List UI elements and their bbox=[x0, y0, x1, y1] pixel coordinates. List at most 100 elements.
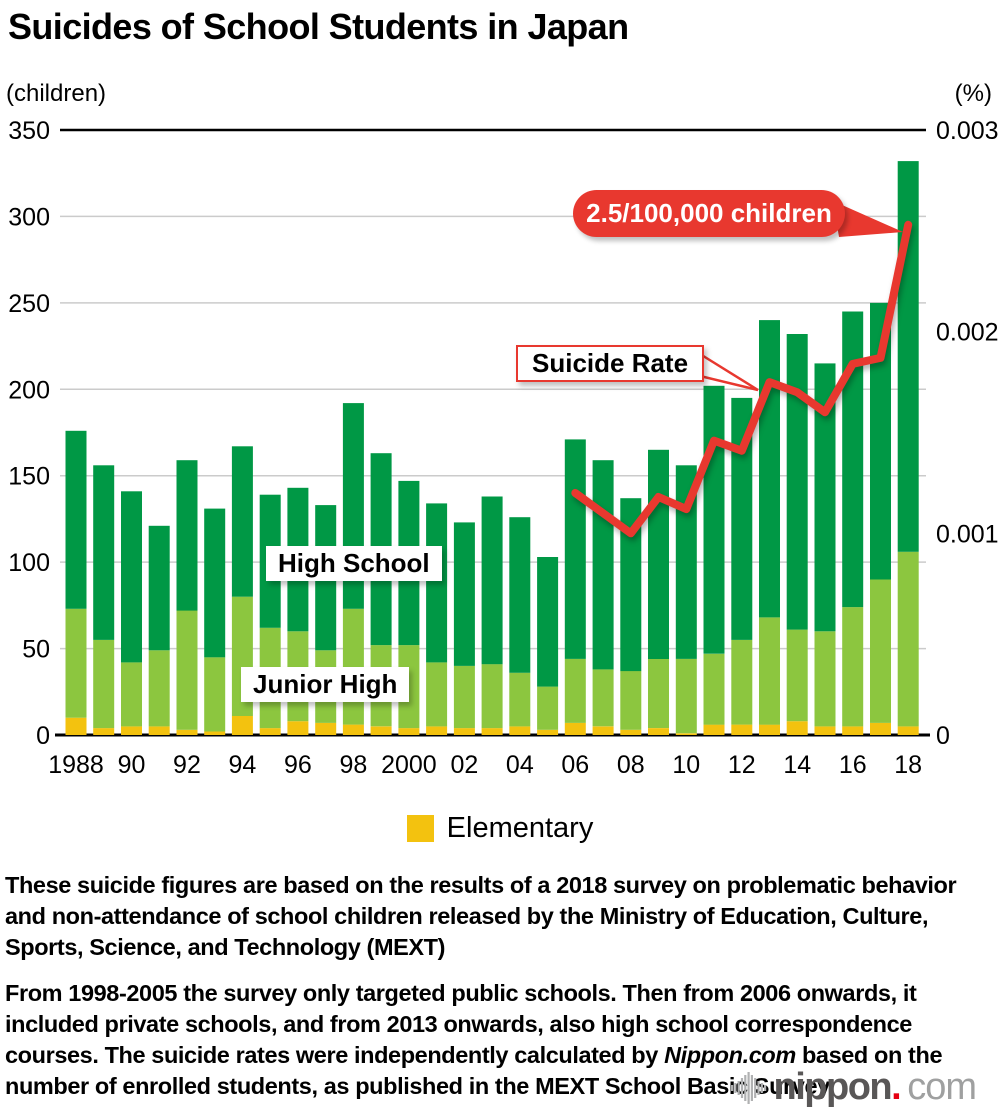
bar-segment bbox=[93, 639, 115, 729]
left-axis-tick-label: 0 bbox=[36, 722, 50, 750]
bar-segment bbox=[176, 729, 198, 735]
bar-segment bbox=[648, 658, 669, 728]
right-axis-tick-label: 0.003 bbox=[936, 117, 999, 145]
bar-segment bbox=[65, 717, 87, 735]
page-title: Suicides of School Students in Japan bbox=[8, 6, 629, 47]
bar-segment bbox=[426, 662, 448, 727]
bar-segment bbox=[259, 728, 281, 735]
x-axis-tick-label: 94 bbox=[229, 751, 257, 779]
bar-segment bbox=[121, 662, 142, 727]
x-axis-tick-label: 96 bbox=[284, 751, 312, 779]
callout-tail bbox=[833, 201, 903, 237]
bar-segment bbox=[731, 397, 753, 640]
bar-segment bbox=[731, 639, 753, 725]
bar-segment bbox=[121, 491, 142, 663]
bar-segment bbox=[453, 522, 475, 666]
bar-segment bbox=[148, 525, 170, 651]
bar-segment bbox=[786, 721, 808, 735]
x-axis-tick-label: 16 bbox=[839, 751, 867, 779]
bar-segment bbox=[620, 498, 642, 672]
bar-segment bbox=[675, 465, 697, 659]
left-axis-tick-label: 350 bbox=[8, 117, 50, 145]
bar-segment bbox=[897, 726, 919, 735]
suicide-rate-line bbox=[571, 220, 913, 538]
bar-segment bbox=[481, 496, 503, 665]
bar-segment bbox=[121, 726, 142, 735]
bar-segment bbox=[481, 728, 503, 735]
bar-segment bbox=[620, 671, 642, 730]
logo-red-dot: . bbox=[891, 1066, 902, 1108]
bar-segment bbox=[453, 665, 475, 729]
bar-segment bbox=[398, 728, 420, 735]
left-axis-tick-label: 200 bbox=[8, 376, 50, 404]
bar-segment bbox=[231, 446, 253, 597]
bar-segment bbox=[204, 508, 226, 658]
methodology-note-text-end: based on the number of enrolled students… bbox=[5, 1042, 943, 1099]
bar-segment bbox=[620, 729, 642, 735]
right-axis-tick-label: 0.001 bbox=[936, 520, 999, 548]
bar-segment bbox=[648, 449, 669, 659]
bar-segment bbox=[287, 721, 309, 735]
bar-segment bbox=[564, 658, 586, 723]
bar-segment bbox=[759, 617, 780, 725]
bar-segment bbox=[93, 465, 115, 640]
bar-segment bbox=[509, 726, 531, 735]
bar-segment bbox=[592, 669, 614, 727]
bar-segment bbox=[342, 724, 364, 735]
x-axis-tick-label: 14 bbox=[783, 751, 811, 779]
left-axis-tick-label: 100 bbox=[8, 549, 50, 577]
bar-segment bbox=[204, 657, 226, 732]
left-axis-tick-label: 150 bbox=[8, 463, 50, 491]
x-axis-tick-label: 10 bbox=[672, 751, 700, 779]
x-axis-tick-label: 08 bbox=[617, 751, 645, 779]
methodology-note-text: From 1998-2005 the survey only targeted … bbox=[5, 980, 917, 1068]
bar-segment bbox=[65, 608, 87, 718]
bar-segment bbox=[648, 728, 669, 735]
bar-segment bbox=[426, 726, 448, 735]
bar-segment bbox=[537, 686, 559, 730]
bar-segment bbox=[870, 722, 891, 735]
x-axis-tick-label: 06 bbox=[561, 751, 589, 779]
right-axis-tick-label: 0 bbox=[936, 722, 950, 750]
bar-segment bbox=[703, 653, 725, 725]
legend-elementary-label: Elementary bbox=[446, 812, 594, 844]
bar-segment bbox=[148, 726, 170, 735]
legend: Elementary bbox=[0, 812, 1000, 845]
bar-segment bbox=[176, 610, 198, 730]
x-axis-tick-label: 18 bbox=[894, 751, 922, 779]
suicide-rate-pointer bbox=[698, 351, 759, 392]
suicide-rate-label: Suicide Rate bbox=[516, 345, 705, 382]
bar-segment bbox=[759, 320, 780, 618]
x-axis-tick-label: 1988 bbox=[48, 751, 104, 779]
bar-segment bbox=[814, 363, 836, 632]
bar-segment bbox=[897, 161, 919, 552]
x-axis-tick-label: 92 bbox=[173, 751, 201, 779]
bar-segment bbox=[703, 385, 725, 654]
logo-com-text: com bbox=[907, 1066, 977, 1108]
bar-segment bbox=[65, 430, 87, 609]
waveform-icon bbox=[730, 1071, 766, 1104]
bar-segment bbox=[453, 728, 475, 735]
bar-segment bbox=[509, 517, 531, 673]
bar-segment bbox=[675, 733, 697, 735]
bar-segment bbox=[675, 658, 697, 734]
bar-segment bbox=[148, 650, 170, 727]
left-axis-tick-label: 250 bbox=[8, 290, 50, 318]
x-axis-tick-label: 2000 bbox=[381, 751, 437, 779]
bar-segment bbox=[786, 629, 808, 722]
bar-segment bbox=[842, 311, 864, 608]
survey-note: These suicide figures are based on the r… bbox=[5, 872, 957, 960]
bar-segment bbox=[509, 672, 531, 727]
bar-segment bbox=[537, 557, 559, 687]
bar-segment bbox=[870, 579, 891, 723]
x-axis-tick-label: 98 bbox=[339, 751, 367, 779]
right-axis-tick-label: 0.002 bbox=[936, 319, 999, 347]
left-axis-unit: (children) bbox=[6, 80, 107, 107]
bar-segment bbox=[315, 722, 337, 735]
bar-segment bbox=[786, 334, 808, 630]
chart-canvas: 3503002502001501005000.0030.0020.0010198… bbox=[8, 117, 999, 779]
bar-segment bbox=[870, 302, 891, 580]
bar-segment bbox=[703, 724, 725, 735]
junior-high-label: Junior High bbox=[241, 667, 410, 702]
